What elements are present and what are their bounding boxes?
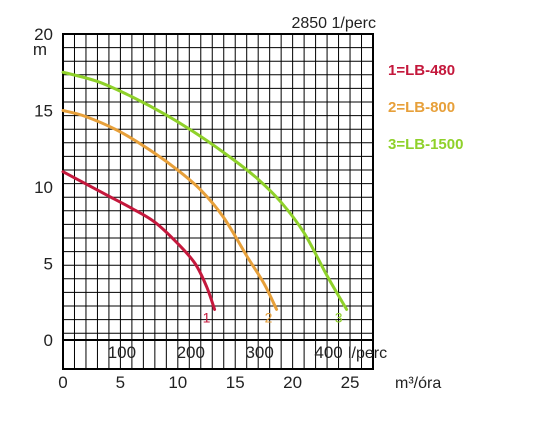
y-tick-label: 15	[34, 102, 53, 121]
bottom-x-tick-label: 5	[116, 373, 125, 392]
axis-ticks: 0 5 10 15 20 100 200 300 400 0 5 10 15 20 25	[34, 25, 359, 392]
y-tick-label: 5	[44, 255, 53, 274]
y-axis-unit-label: m	[33, 40, 47, 59]
legend-entry-1: 1=LB-480	[388, 62, 455, 79]
series-end-label-3: 3	[335, 309, 343, 325]
y-tick-label: 0	[44, 331, 53, 350]
chart-legend: 1=LB-480 2=LB-800 3=LB-1500	[388, 62, 463, 153]
bottom-x-tick-label: 20	[283, 373, 302, 392]
bottom-x-tick-label: 0	[58, 373, 67, 392]
series-line-2	[61, 109, 279, 311]
series-end-label-1: 1	[203, 309, 211, 325]
y-tick-label: 10	[34, 178, 53, 197]
chart-grid	[63, 34, 373, 369]
series-line-3	[61, 70, 349, 311]
bottom-x-tick-label: 25	[341, 373, 360, 392]
top-x-tick-label: 400	[314, 343, 342, 362]
y-tick-label: 20	[34, 25, 53, 44]
top-x-axis-unit-label: l/perc	[348, 345, 387, 362]
top-x-tick-label: 200	[177, 343, 205, 362]
bottom-x-tick-label: 10	[168, 373, 187, 392]
bottom-x-tick-label: 15	[226, 373, 245, 392]
series-end-label-2: 2	[265, 309, 273, 325]
chart-title: 2850 1/perc	[291, 15, 376, 32]
series-line-1	[61, 170, 217, 311]
chart-frame	[62, 33, 374, 370]
top-x-tick-label: 100	[108, 343, 136, 362]
legend-entry-3: 3=LB-1500	[388, 136, 463, 153]
plot-border	[62, 33, 374, 370]
legend-entry-2: 2=LB-800	[388, 99, 455, 116]
chart-labels: 2850 1/perc m l/perc m³/óra	[33, 15, 441, 392]
top-x-tick-label: 300	[245, 343, 273, 362]
chart-series: 1 2 3	[61, 70, 349, 325]
bottom-x-axis-unit-label: m³/óra	[395, 375, 441, 392]
